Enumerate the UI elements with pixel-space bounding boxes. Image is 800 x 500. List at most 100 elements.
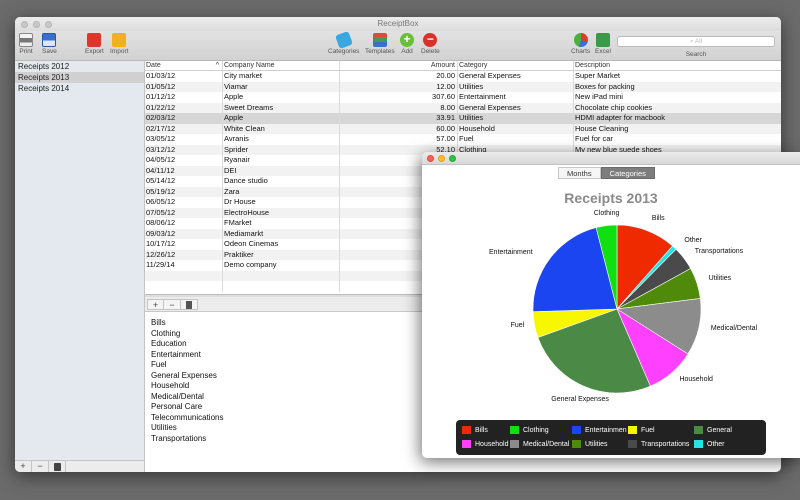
cell-category: Household [458,123,574,134]
cell-date: 11/29/14 [145,260,223,271]
pie-label: Bills [651,214,665,222]
category-item[interactable]: Household [151,381,190,390]
pie-label: Transportations [694,247,744,255]
category-item[interactable]: Utilities [151,423,177,432]
legend-label: Other [707,440,725,448]
column-header-date[interactable]: Date ^ [145,61,223,70]
category-item[interactable]: Bills [151,318,166,327]
tab-categories[interactable]: Categories [600,167,655,179]
table-row[interactable]: 01/05/12 Viamar 12.00 Utilities Boxes for pa… [145,81,781,92]
cell-category: General Expenses [458,102,574,113]
legend-label: Entertainmen [585,426,627,434]
charts-button[interactable]: Charts [571,33,590,55]
legend-label: Utilities [585,440,608,448]
category-item[interactable]: Clothing [151,328,181,338]
close-window-button[interactable] [21,21,28,28]
legend-swatch [628,440,637,448]
category-item[interactable]: Telecommunications [151,412,224,422]
remove-list-button[interactable]: − [32,461,49,472]
column-header-description[interactable]: Description [575,62,611,69]
templates-button[interactable]: Templates [365,33,395,55]
remove-category-button[interactable]: − [164,298,181,310]
column-header-amount[interactable]: Amount [340,61,458,70]
cell-amount: 52.10 [340,144,458,155]
table-row[interactable]: 02/03/12 Apple 33.91 Utilities HDMI adapter … [145,113,781,124]
pie-slice-general-expenses [537,308,651,394]
pie-slice-clothing [595,224,618,310]
cell-date: 01/03/12 [145,71,223,82]
sidebar-item-receipts-2014[interactable]: Receipts 2014 [18,84,70,93]
cell-date: 06/05/12 [145,197,223,208]
legend-label: Medical/Dental [523,440,570,448]
cell-date: 12/26/12 [145,249,223,260]
category-item[interactable]: General Expenses [151,370,217,380]
sidebar-footer: + − [15,460,145,472]
sidebar: Receipts 2012 Receipts 2013 Receipts 201… [15,61,145,460]
cell-company: Avranis [223,134,340,145]
cell-description: House Cleaning [575,123,629,133]
export-button[interactable]: Export [85,33,104,55]
table-row[interactable]: 01/22/12 Sweet Dreams 8.00 General Expenses… [145,102,781,113]
sidebar-item-receipts-2013[interactable]: Receipts 2013 [15,72,144,83]
delete-button[interactable]: − Delete [421,32,440,55]
category-item[interactable]: Transportations [151,433,207,443]
pie-chart-icon [573,33,588,47]
book-icon [186,301,192,310]
cell-company: City market [223,71,340,82]
pie-label: Medical/Dental [710,324,758,332]
add-category-button[interactable]: + [147,298,164,310]
pie-label: General Expenses [551,395,609,403]
categories-button[interactable]: Categories [328,31,359,55]
cell-date: 10/17/12 [145,239,223,250]
legend-swatch [694,426,703,434]
cell-category: Utilities [458,113,574,124]
category-item[interactable]: Fuel [151,360,167,369]
cell-description: New iPad mini [575,92,623,101]
sort-ascending-icon: ^ [215,62,219,69]
search-input[interactable]: ⌕ All [617,36,775,47]
cell-company: Apple [223,92,340,103]
zoom-window-button[interactable] [45,21,52,28]
minus-icon: − [423,33,438,47]
sidebar-item-receipts-2012[interactable]: Receipts 2012 [18,62,70,71]
table-row[interactable]: 01/12/12 Apple 307.60 Entertainment New iPad… [145,92,781,103]
contacts-button[interactable] [49,461,66,472]
zoom-chart-button[interactable] [449,155,456,162]
tab-months[interactable]: Months [558,167,601,179]
table-row[interactable]: 03/05/12 Avranis 57.00 Fuel Fuel for car [145,134,781,145]
legend-label: Fuel [641,426,655,434]
chart-tab-control: Months Categories [558,167,655,179]
cell-amount: 33.91 [340,113,458,124]
minimize-chart-button[interactable] [438,155,445,162]
category-item[interactable]: Medical/Dental [151,391,204,401]
pie-label: Utilities [708,275,732,283]
category-item[interactable]: Personal Care [151,402,203,411]
cell-company: Sweet Dreams [223,102,340,113]
table-row[interactable]: 02/17/12 White Clean 60.00 Household House C… [145,123,781,134]
chart-title: Receipts 2013 [564,190,658,206]
add-button[interactable]: + Add [400,32,414,55]
close-chart-button[interactable] [427,155,434,162]
cell-company: Dance studio [223,176,340,187]
column-header-category[interactable]: Category [458,61,574,70]
print-button[interactable]: Print [19,33,33,55]
cell-company: White Clean [223,123,340,134]
save-button[interactable]: Save [42,33,57,55]
add-list-button[interactable]: + [15,461,32,472]
book-button[interactable] [181,298,198,310]
excel-button[interactable]: Excel [595,33,611,55]
search-label: Search [685,51,707,58]
contacts-icon [53,462,61,471]
column-header-company[interactable]: Company Name [223,61,340,70]
cell-date: 01/05/12 [145,81,223,92]
table-row[interactable]: 03/12/12 Sprider 52.10 Clothing My new blue … [145,144,781,155]
legend-swatch [510,426,519,434]
category-item[interactable]: Education [151,339,187,348]
minimize-window-button[interactable] [33,21,40,28]
import-button[interactable]: Import [110,33,128,55]
table-row[interactable]: 01/03/12 City market 20.00 General Expenses… [145,71,781,82]
category-item[interactable]: Entertainment [151,349,201,359]
legend-item: General [694,426,732,434]
tags-icon [334,31,353,49]
cell-date: 08/06/12 [145,218,223,229]
